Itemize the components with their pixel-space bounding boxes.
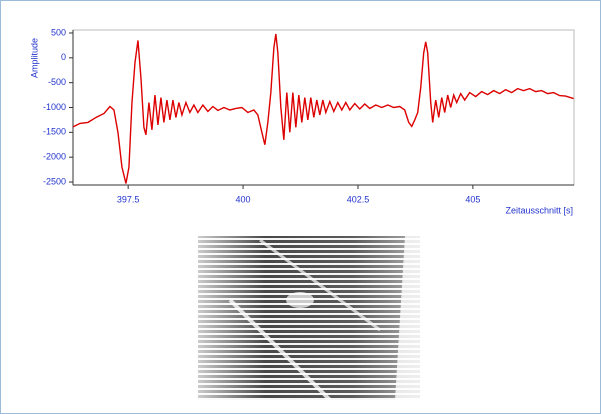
image-shade (198, 236, 420, 400)
y-tick-label: -2500 (43, 176, 66, 186)
y-tick-label: -2000 (43, 152, 66, 162)
screen: Amplitude Zeitausschnitt [s] 500 0 -500 -10… (0, 0, 601, 414)
x-tick-label: 405 (465, 194, 480, 204)
x-axis-label: Zeitausschnitt [s] (505, 205, 573, 215)
x-tick-label: 402.5 (347, 194, 370, 204)
image-spot (286, 292, 314, 308)
y-axis-label: Amplitude (29, 38, 39, 78)
y-tick-label: 0 (61, 52, 66, 62)
y-tick-label: -1500 (43, 127, 66, 137)
y-tick-label: -1000 (43, 102, 66, 112)
y-tick-label: 500 (51, 27, 66, 37)
x-tick-label: 400 (236, 194, 251, 204)
y-tick-label: -500 (48, 77, 66, 87)
x-tick-label: 397.5 (117, 194, 140, 204)
image-panel (198, 236, 420, 400)
